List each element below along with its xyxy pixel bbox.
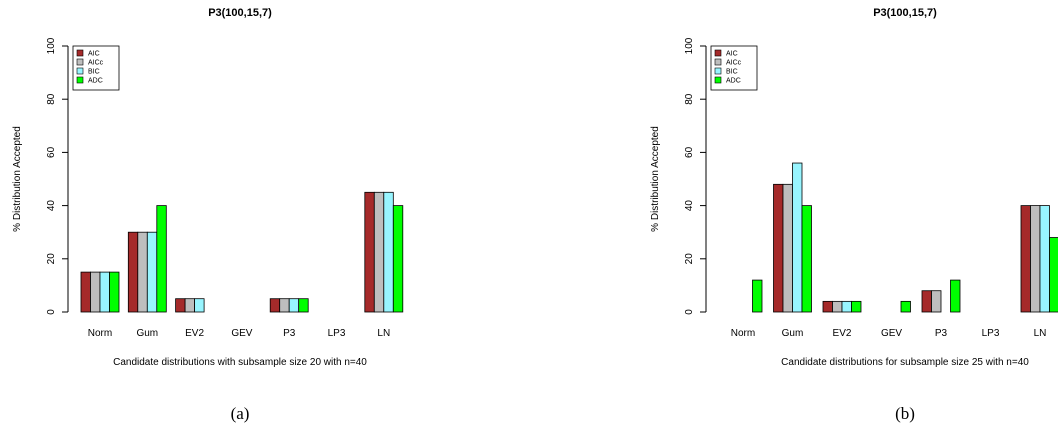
caption: (a) — [231, 404, 250, 423]
x-tick-label: Gum — [782, 328, 804, 339]
bar — [1020, 205, 1031, 313]
bar — [900, 300, 911, 313]
y-tick-label: 20 — [684, 253, 695, 265]
chart-title: P3(100,15,7) — [873, 7, 937, 19]
legend-swatch — [714, 67, 722, 75]
x-tick-label: LP3 — [982, 328, 1000, 339]
legend-label: BIC — [726, 69, 738, 76]
bar — [752, 279, 763, 313]
bar — [773, 183, 784, 313]
x-axis-label: Candidate distributions with subsample s… — [113, 357, 367, 368]
y-tick-label: 20 — [46, 253, 57, 265]
bar — [175, 298, 186, 313]
bar — [782, 183, 793, 313]
bar — [127, 231, 139, 313]
y-tick-label: 60 — [46, 146, 57, 158]
bar — [392, 205, 404, 313]
bar — [851, 300, 862, 313]
legend-swatch — [76, 67, 84, 75]
bar — [288, 298, 300, 313]
legend-label: BIC — [88, 69, 100, 76]
x-tick-label: LN — [1034, 328, 1047, 339]
caption: (b) — [895, 404, 915, 423]
legend-label: AIC — [726, 51, 738, 58]
legend-label: AICc — [88, 60, 104, 67]
bar — [1030, 205, 1041, 313]
bar — [921, 290, 932, 313]
legend-swatch — [714, 76, 722, 84]
bar — [146, 231, 158, 313]
y-tick-label: 60 — [684, 146, 695, 158]
y-axis-label: % Distribution Accepted — [12, 126, 23, 232]
legend-label: ADC — [726, 78, 741, 85]
bar — [279, 298, 290, 313]
x-tick-label: P3 — [935, 328, 948, 339]
legend-swatch — [714, 49, 722, 57]
bar — [90, 271, 101, 313]
bar — [832, 300, 843, 313]
bar — [373, 191, 385, 313]
y-tick-label: 0 — [684, 309, 695, 315]
bar — [801, 205, 812, 313]
y-axis-label: % Distribution Accepted — [650, 126, 661, 232]
y-tick-label: 100 — [684, 37, 695, 54]
bar — [841, 300, 852, 313]
x-tick-label: LP3 — [328, 328, 346, 339]
legend-label: AICc — [726, 60, 742, 67]
x-axis-label: Candidate distributions for subsample si… — [781, 357, 1029, 368]
x-tick-label: LN — [377, 328, 390, 339]
x-tick-label: Norm — [731, 328, 755, 339]
y-tick-label: 40 — [46, 200, 57, 212]
bar — [184, 298, 196, 313]
x-tick-label: Norm — [88, 328, 112, 339]
bar — [269, 298, 281, 313]
bar — [950, 279, 961, 313]
bar — [364, 191, 375, 313]
y-tick-label: 100 — [46, 37, 57, 54]
bar — [931, 290, 942, 313]
bar — [80, 271, 91, 313]
bar — [792, 162, 803, 313]
bar — [298, 298, 309, 313]
bar — [109, 271, 120, 313]
bar — [1039, 205, 1050, 313]
y-tick-label: 80 — [684, 93, 695, 105]
legend-swatch — [76, 58, 84, 66]
bar — [137, 231, 148, 313]
x-tick-label: EV2 — [185, 328, 204, 339]
x-tick-label: Gum — [136, 328, 158, 339]
x-tick-label: GEV — [231, 328, 252, 339]
y-tick-label: 0 — [46, 309, 57, 315]
legend-label: AIC — [88, 51, 100, 58]
bar — [99, 271, 110, 313]
x-tick-label: GEV — [881, 328, 902, 339]
bar — [383, 191, 394, 313]
legend-swatch — [76, 76, 84, 84]
bar — [194, 298, 205, 313]
x-tick-label: P3 — [283, 328, 296, 339]
legend-swatch — [76, 49, 84, 57]
legend-label: ADC — [88, 78, 103, 85]
legend-swatch — [714, 58, 722, 66]
chart-title: P3(100,15,7) — [208, 7, 272, 19]
bar — [156, 205, 167, 313]
bar — [1049, 237, 1058, 313]
y-tick-label: 80 — [46, 93, 57, 105]
y-tick-label: 40 — [684, 200, 695, 212]
x-tick-label: EV2 — [833, 328, 852, 339]
bar — [822, 300, 833, 313]
